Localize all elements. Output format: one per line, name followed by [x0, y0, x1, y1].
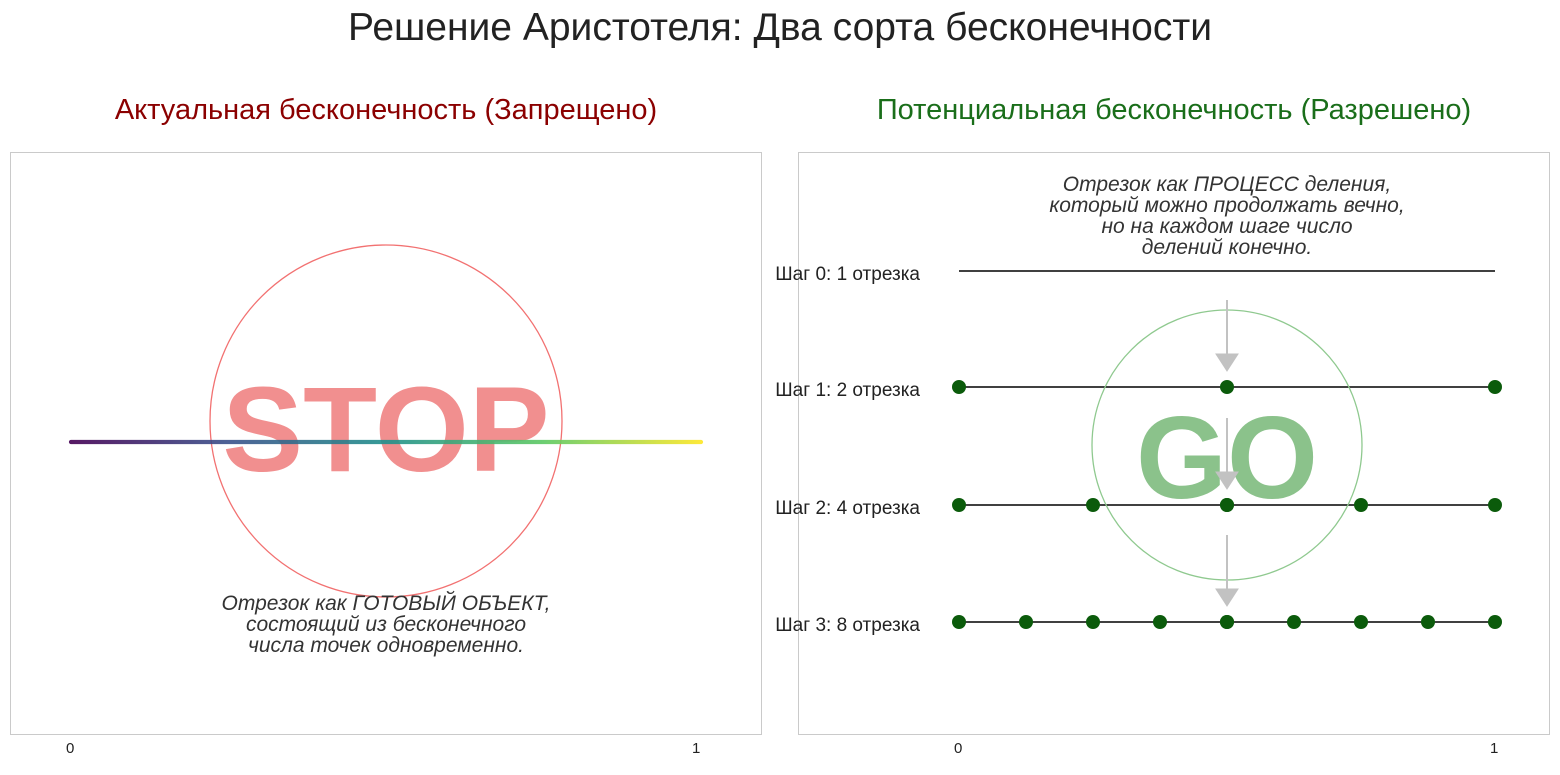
svg-text:Шаг 2: 4 отрезка: Шаг 2: 4 отрезка [775, 498, 920, 519]
svg-text:Отрезок как ГОТОВЫЙ ОБЪЕКТ,: Отрезок как ГОТОВЫЙ ОБЪЕКТ, [222, 592, 551, 615]
svg-text:но на каждом шаге число: но на каждом шаге число [1101, 215, 1352, 238]
svg-text:числа точек одновременно.: числа точек одновременно. [248, 634, 524, 657]
svg-text:STOP: STOP [222, 361, 549, 497]
svg-text:Шаг 0: 1 отрезка: Шаг 0: 1 отрезка [775, 264, 920, 285]
svg-text:Отрезок как ПРОЦЕСС деления,: Отрезок как ПРОЦЕСС деления, [1063, 173, 1391, 196]
svg-text:который можно продолжать вечно: который можно продолжать вечно, [1049, 194, 1404, 217]
svg-text:делений конечно.: делений конечно. [1142, 236, 1312, 259]
svg-text:состоящий из бесконечного: состоящий из бесконечного [246, 613, 526, 636]
svg-text:Шаг 3: 8 отрезка: Шаг 3: 8 отрезка [775, 615, 920, 636]
svg-text:Шаг 1: 2 отрезка: Шаг 1: 2 отрезка [775, 380, 920, 401]
